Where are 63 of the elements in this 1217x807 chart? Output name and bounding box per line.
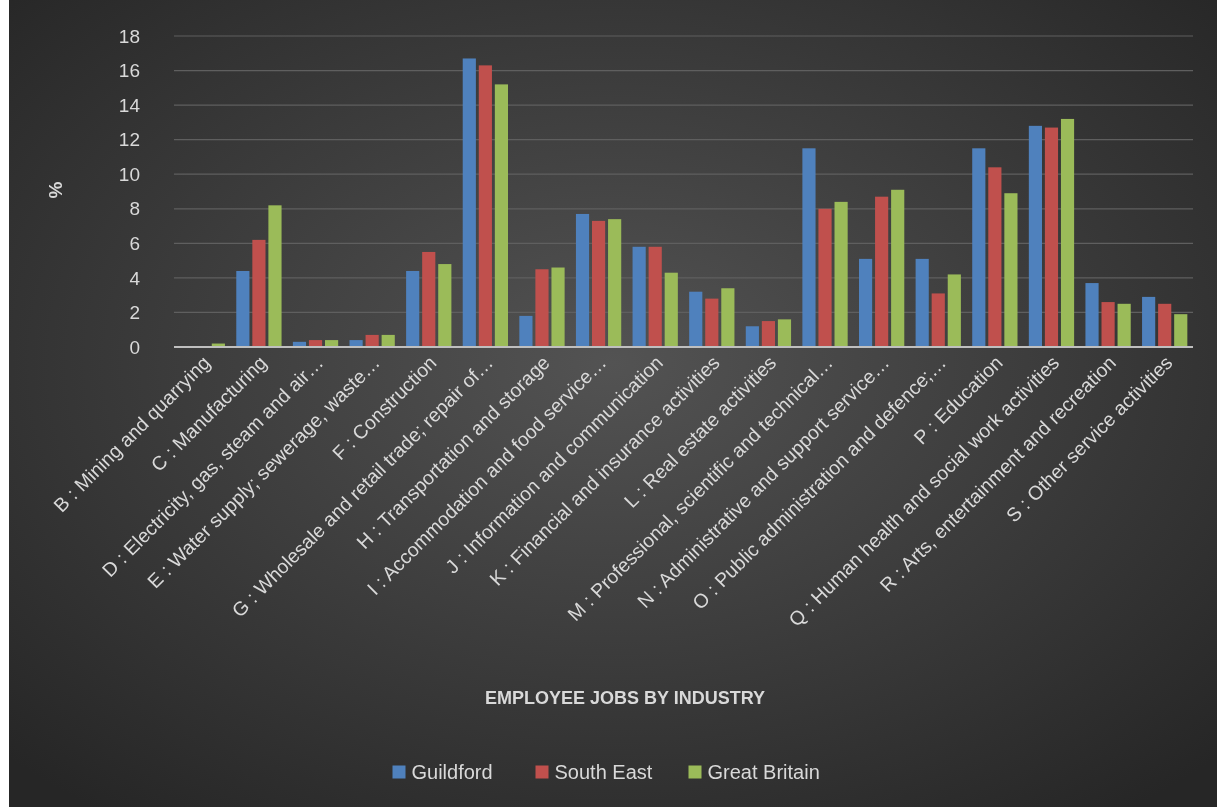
bar xyxy=(721,288,735,347)
bar xyxy=(406,270,420,347)
bar xyxy=(1085,283,1099,347)
bar xyxy=(236,270,250,347)
y-tick-label: 12 xyxy=(118,129,140,151)
bar xyxy=(1174,314,1188,347)
y-tick-label: 4 xyxy=(129,267,141,289)
bar xyxy=(1004,193,1018,347)
bar xyxy=(972,148,986,347)
bar xyxy=(478,65,492,347)
bar xyxy=(1028,125,1042,347)
bar xyxy=(761,321,775,347)
y-tick-label: 14 xyxy=(118,94,141,116)
bar xyxy=(818,208,832,347)
y-tick-label: 18 xyxy=(118,25,140,47)
bar xyxy=(1044,127,1059,347)
bar xyxy=(745,326,759,347)
bar xyxy=(349,340,363,347)
bar xyxy=(462,58,476,347)
bar xyxy=(381,334,395,347)
bar xyxy=(891,189,905,347)
bar xyxy=(689,291,703,347)
y-tick-label: 6 xyxy=(129,232,140,254)
y-tick-label: 2 xyxy=(129,302,140,324)
bar xyxy=(422,251,436,347)
bar xyxy=(519,315,533,347)
x-axis-title: EMPLOYEE JOBS BY INDUSTRY xyxy=(484,688,766,708)
legend-label: Great Britain xyxy=(707,761,820,783)
bar xyxy=(1142,296,1156,347)
bar xyxy=(915,258,929,347)
y-axis-title: % xyxy=(45,181,66,199)
bar xyxy=(705,298,719,347)
bar xyxy=(834,201,848,347)
y-tick-label: 10 xyxy=(118,163,140,185)
bar xyxy=(535,269,549,347)
bar xyxy=(1158,303,1172,347)
bar xyxy=(575,213,590,347)
bar xyxy=(608,219,622,347)
bar xyxy=(252,239,266,347)
legend-label: Guildford xyxy=(411,761,493,783)
bar xyxy=(1060,118,1075,347)
bar xyxy=(268,205,282,347)
legend-label: South East xyxy=(554,761,653,783)
bar xyxy=(365,334,379,347)
bar xyxy=(664,272,678,347)
bar xyxy=(947,274,961,347)
bar xyxy=(632,246,646,347)
bar xyxy=(931,293,945,347)
bar xyxy=(592,220,606,347)
bar xyxy=(777,319,792,347)
y-tick-label: 16 xyxy=(118,60,140,82)
y-tick-label: 0 xyxy=(129,336,140,358)
bar xyxy=(802,148,816,347)
bar xyxy=(494,84,509,347)
bar xyxy=(875,196,889,347)
bar xyxy=(551,267,565,347)
bar xyxy=(438,264,452,347)
bar xyxy=(988,167,1002,347)
bar xyxy=(648,246,662,347)
bar xyxy=(1101,302,1115,347)
bar xyxy=(858,258,873,347)
y-tick-label: 8 xyxy=(129,198,140,220)
bar xyxy=(1117,303,1131,347)
